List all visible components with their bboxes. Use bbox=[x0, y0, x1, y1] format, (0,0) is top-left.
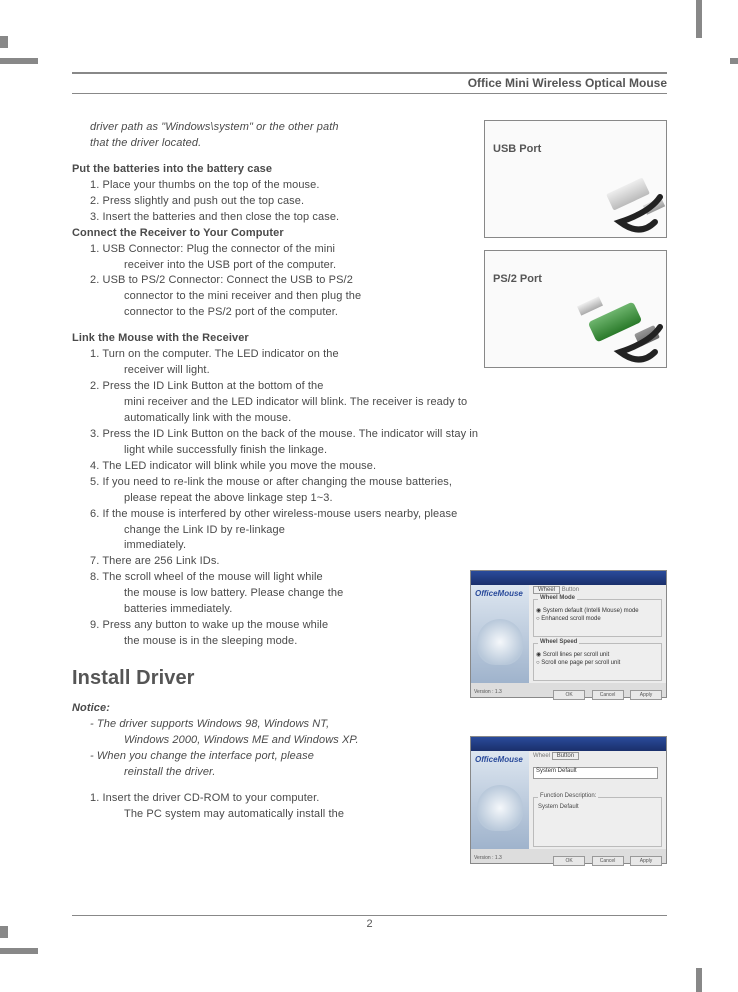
figure-usb-port: USB Port bbox=[484, 120, 667, 238]
list-item: 8. The scroll wheel of the mouse will li… bbox=[72, 570, 442, 586]
list-item: receiver into the USB port of the comput… bbox=[72, 258, 442, 274]
footer: 2 bbox=[72, 915, 667, 930]
list-item: 4. The LED indicator will blink while yo… bbox=[72, 459, 667, 475]
list-item: light while successfully finish the link… bbox=[72, 443, 667, 459]
intro-line: driver path as "Windows\system" or the o… bbox=[72, 120, 442, 136]
list-item: batteries immediately. bbox=[72, 602, 442, 618]
figure-dialog-button: OfficeMouse Wheel Button System Default … bbox=[470, 736, 667, 864]
content: USB Port PS/2 Port OfficeMouse Wheel But… bbox=[72, 120, 667, 823]
figure-ps2-port: PS/2 Port bbox=[484, 250, 667, 368]
list-item: 1. Place your thumbs on the top of the m… bbox=[72, 178, 442, 194]
list-item: 2. USB to PS/2 Connector: Connect the US… bbox=[72, 273, 442, 289]
header-title: Office Mini Wireless Optical Mouse bbox=[72, 76, 667, 90]
list-item: 1. Insert the driver CD-ROM to your comp… bbox=[72, 791, 442, 807]
notice-line: - The driver supports Windows 98, Window… bbox=[72, 717, 442, 733]
header: Office Mini Wireless Optical Mouse bbox=[72, 72, 667, 94]
list-item: 5. If you need to re-link the mouse or a… bbox=[72, 475, 667, 491]
list-item: 9. Press any button to wake up the mouse… bbox=[72, 618, 442, 634]
list-item: receiver will light. bbox=[72, 363, 442, 379]
list-item: 1. USB Connector: Plug the connector of … bbox=[72, 242, 442, 258]
list-item: please repeat the above linkage step 1~3… bbox=[72, 491, 667, 507]
list-item: the mouse is in the sleeping mode. bbox=[72, 634, 442, 650]
list-item: immediately. bbox=[72, 538, 442, 554]
notice-line: Windows 2000, Windows ME and Windows XP. bbox=[72, 733, 442, 749]
ps2-label: PS/2 Port bbox=[493, 273, 542, 285]
list-item: 7. There are 256 Link IDs. bbox=[72, 554, 442, 570]
list-item: 2. Press the ID Link Button at the botto… bbox=[72, 379, 442, 395]
intro-line: that the driver located. bbox=[72, 136, 442, 152]
list-item: 2. Press slightly and push out the top c… bbox=[72, 194, 442, 210]
section2-title: Connect the Receiver to Your Computer bbox=[72, 226, 442, 242]
page: Office Mini Wireless Optical Mouse USB P… bbox=[72, 72, 667, 930]
list-item: 3. Insert the batteries and then close t… bbox=[72, 210, 442, 226]
page-number: 2 bbox=[72, 918, 667, 930]
list-item: 6. If the mouse is interfered by other w… bbox=[72, 507, 667, 523]
list-item: 1. Turn on the computer. The LED indicat… bbox=[72, 347, 442, 363]
notice-heading: Notice: bbox=[72, 701, 442, 717]
list-item: the mouse is low battery. Please change … bbox=[72, 586, 442, 602]
list-item: automatically link with the mouse. bbox=[72, 411, 667, 427]
notice-line: - When you change the interface port, pl… bbox=[72, 749, 442, 765]
list-item: 3. Press the ID Link Button on the back … bbox=[72, 427, 667, 443]
figure-dialog-wheel: OfficeMouse Wheel Button Wheel Mode ◉ Sy… bbox=[470, 570, 667, 698]
usb-label: USB Port bbox=[493, 143, 541, 155]
list-item: change the Link ID by re-linkage bbox=[72, 523, 442, 539]
section3-title: Link the Mouse with the Receiver bbox=[72, 331, 442, 347]
list-item: The PC system may automatically install … bbox=[72, 807, 442, 823]
list-item: connector to the PS/2 port of the comput… bbox=[72, 305, 442, 321]
list-item: connector to the mini receiver and then … bbox=[72, 289, 442, 305]
list-item: mini receiver and the LED indicator will… bbox=[72, 395, 667, 411]
section1-title: Put the batteries into the battery case bbox=[72, 162, 442, 178]
notice-line: reinstall the driver. bbox=[72, 765, 442, 781]
